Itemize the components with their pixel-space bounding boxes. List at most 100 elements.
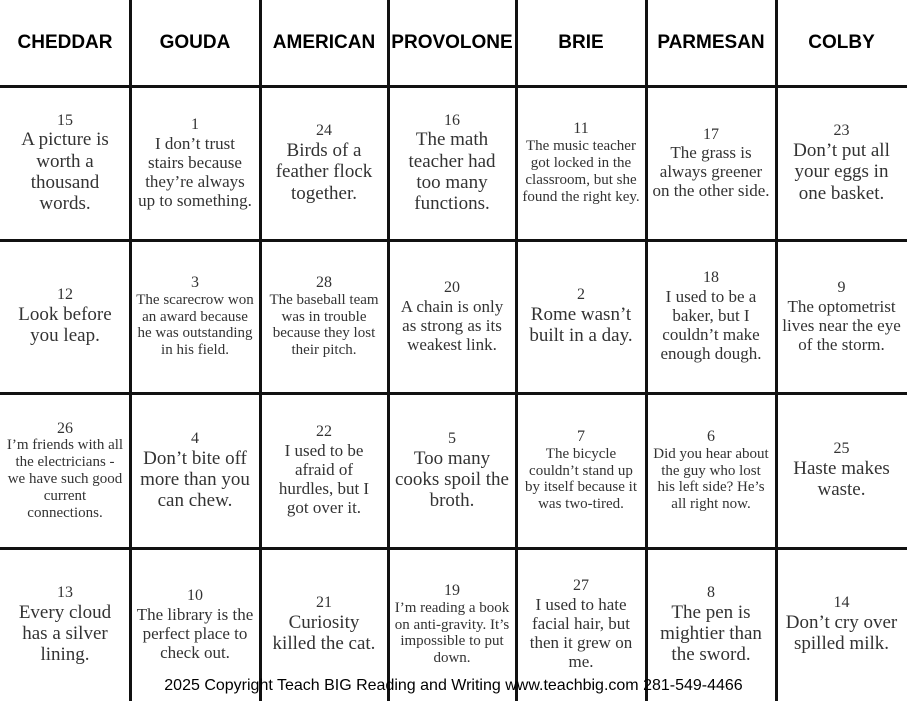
column-header: PARMESAN: [657, 32, 765, 54]
column-header: PROVOLONE: [391, 32, 513, 54]
cell-text: A chain is only as strong as its weakest…: [400, 296, 504, 354]
bingo-cell: 7 The bicycle couldn’t stand up by itself…: [516, 395, 646, 546]
cell-number: 7: [577, 427, 585, 445]
bingo-cell: 28 The baseball team was in trouble becau…: [260, 242, 388, 391]
bingo-cell: 2 Rome wasn’t built in a day.: [516, 242, 646, 391]
bingo-cell: 20 A chain is only as strong as its weake…: [388, 242, 516, 391]
bingo-cell: 13 Every cloud has a silver lining.: [0, 550, 130, 699]
cell-text: The pen is mightier than the sword.: [660, 601, 762, 666]
row-divider: [0, 85, 907, 88]
cell-number: 23: [833, 122, 850, 140]
column-divider: [775, 0, 778, 701]
cell-number: 19: [444, 581, 460, 599]
cell-text: Don’t cry over spilled milk.: [785, 612, 898, 655]
bingo-cell: 24 Birds of a feather flock together.: [260, 88, 388, 238]
cell-text: The music teacher got locked in the clas…: [522, 138, 640, 205]
cell-number: 22: [316, 423, 332, 441]
bingo-cell: 6 Did you hear about the guy who lost his…: [646, 395, 776, 546]
bingo-cell: 16 The math teacher had too many function…: [388, 88, 516, 238]
cell-number: 2: [577, 286, 585, 304]
bingo-cell: 8 The pen is mightier than the sword.: [646, 550, 776, 699]
cell-text: The bicycle couldn’t stand up by itself …: [524, 445, 638, 513]
row-divider: [0, 392, 907, 395]
bingo-cell: 9 The optometrist lives near the eye of t…: [776, 242, 907, 391]
bingo-cell: 25 Haste makes waste.: [776, 395, 907, 546]
cell-text: I used to be afraid of hurdles, but I go…: [278, 441, 370, 518]
bingo-cell: 21 Curiosity killed the cat.: [260, 550, 388, 699]
cell-number: 14: [833, 594, 850, 612]
cell-text: Rome wasn’t built in a day.: [529, 304, 633, 347]
column-header: COLBY: [808, 32, 875, 54]
column-header: AMERICAN: [272, 32, 376, 54]
cell-number: 24: [316, 122, 332, 140]
cell-number: 26: [57, 419, 73, 437]
bingo-cell: 27 I used to hate facial hair, but then i…: [516, 550, 646, 699]
cell-text: The optometrist lives near the eye of th…: [782, 296, 901, 354]
cell-text: Look before you leap.: [18, 304, 112, 347]
cell-number: 12: [57, 286, 73, 304]
cell-text: Birds of a feather flock together.: [275, 140, 373, 204]
bingo-cell: 22 I used to be afraid of hurdles, but I …: [260, 395, 388, 546]
cell-number: 10: [187, 587, 203, 604]
bingo-cell: 11 The music teacher got locked in the cl…: [516, 88, 646, 238]
cell-text: I used to be a baker, but I couldn’t mak…: [660, 287, 762, 364]
bingo-cell: 15 A picture is worth a thousand words.: [0, 88, 130, 238]
cell-number: 17: [703, 125, 719, 143]
bingo-cell: 17 The grass is always greener on the oth…: [646, 88, 776, 238]
bingo-cell: 18 I used to be a baker, but I couldn’t m…: [646, 242, 776, 391]
column-divider: [129, 0, 132, 701]
bingo-cell: 12 Look before you leap.: [0, 242, 130, 391]
cell-number: 18: [703, 269, 719, 287]
cell-text: Every cloud has a silver lining.: [18, 601, 112, 666]
column-header: BRIE: [558, 32, 604, 54]
column-header: CHEDDAR: [17, 32, 113, 54]
cell-text: Don’t bite off more than you can chew.: [140, 447, 250, 512]
cell-number: 9: [837, 279, 846, 296]
cell-text: I’m friends with all the electricians - …: [6, 437, 124, 521]
bingo-cell: 26 I’m friends with all the electricians …: [0, 395, 130, 546]
cell-number: 8: [707, 583, 715, 601]
cell-text: The scarecrow won an award because he wa…: [136, 291, 254, 359]
cell-text: I don’t trust stairs because they’re alw…: [138, 133, 252, 210]
cell-number: 6: [707, 427, 715, 445]
cell-number: 11: [573, 120, 589, 138]
cell-number: 20: [444, 279, 460, 296]
row-divider: [0, 239, 907, 242]
bingo-cell: 5 Too many cooks spoil the broth.: [388, 395, 516, 546]
bingo-cell: 3 The scarecrow won an award because he w…: [130, 242, 260, 391]
bingo-cell: 14 Don’t cry over spilled milk.: [776, 550, 907, 699]
cell-text: The library is the perfect place to chec…: [136, 604, 254, 662]
bingo-cell: 19 I’m reading a book on anti-gravity. It…: [388, 550, 516, 699]
cell-number: 3: [191, 273, 199, 291]
cell-text: The baseball team was in trouble because…: [269, 291, 379, 359]
cell-text: I’m reading a book on anti-gravity. It’s…: [394, 599, 510, 667]
cell-number: 1: [191, 115, 199, 133]
bingo-cell: 4 Don’t bite off more than you can chew.: [130, 395, 260, 546]
bingo-cell: 10 The library is the perfect place to ch…: [130, 550, 260, 699]
column-divider: [387, 0, 390, 701]
cell-text: I used to hate facial hair, but then it …: [529, 595, 633, 672]
row-divider: [0, 547, 907, 550]
column-header: GOUDA: [159, 32, 231, 54]
cell-number: 25: [833, 440, 850, 458]
cell-number: 4: [191, 429, 199, 447]
cell-number: 13: [57, 583, 73, 601]
cell-text: Don’t put all your eggs in one basket.: [793, 140, 890, 204]
bingo-cell: 23 Don’t put all your eggs in one basket.: [776, 88, 907, 238]
cell-text: Did you hear about the guy who lost his …: [653, 445, 769, 513]
cell-text: Too many cooks spoil the broth.: [395, 447, 509, 512]
footer: 2025 Copyright Teach BIG Reading and Wri…: [164, 677, 743, 694]
cell-number: 28: [316, 273, 332, 291]
cell-number: 27: [573, 577, 589, 595]
cell-text: Curiosity killed the cat.: [272, 612, 376, 655]
cell-text: The grass is always greener on the other…: [652, 143, 770, 201]
cell-text: A picture is worth a thousand words.: [21, 129, 109, 215]
column-divider: [515, 0, 518, 701]
cell-number: 5: [448, 429, 456, 447]
column-divider: [645, 0, 648, 701]
cell-number: 16: [444, 111, 460, 129]
cell-text: The math teacher had too many functions.: [408, 129, 496, 215]
cell-number: 15: [57, 111, 73, 129]
